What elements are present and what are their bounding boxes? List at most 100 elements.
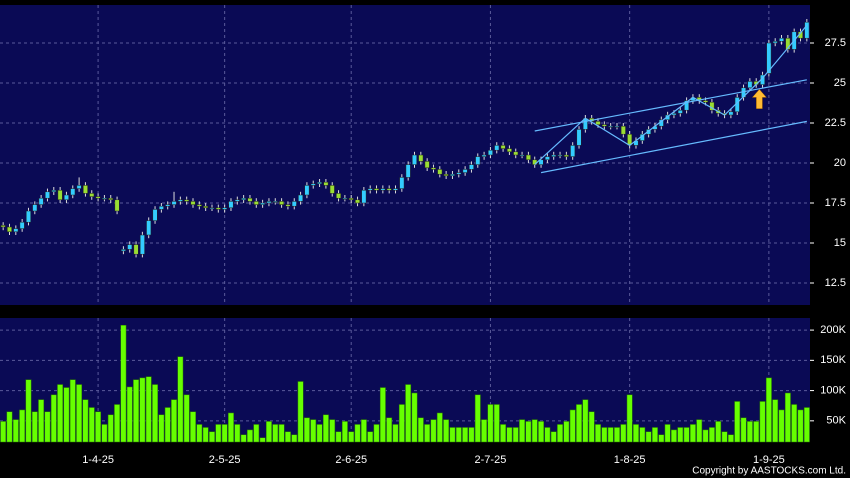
volume-bar [721,431,728,443]
candle-body [317,181,323,185]
volume-bar [462,427,469,443]
volume-bar [576,404,582,443]
candle-body [393,188,398,191]
volume-bar [82,399,89,443]
candle-body [506,148,512,153]
volume-bar [145,376,152,443]
candle-body [772,41,778,44]
x-tick-label: 2-5-25 [209,454,241,466]
volume-bar [114,404,120,443]
candle-body [563,154,569,157]
candle-body [405,164,411,178]
candle-body [310,183,316,186]
candle-body [475,156,481,165]
candle-body [487,149,493,156]
volume-bar [190,411,196,443]
volume-bar [367,431,374,443]
volume-bar [50,394,57,443]
volume-bar [493,404,500,443]
volume-bar [297,381,304,443]
trend-line [534,25,808,166]
candle-body [551,154,557,157]
volume-bar [44,411,51,443]
candle-body [766,42,772,74]
volume-bar [569,409,576,443]
volume-bar [430,419,437,443]
volume-bar [411,392,418,443]
candle-body [0,225,6,228]
candle-body [449,173,455,177]
candle-body [336,193,342,199]
candle-body [177,199,183,202]
volume-bar [417,417,424,443]
volume-bar [740,417,747,443]
volume-bar [196,424,203,443]
volume-bar [481,419,488,443]
volume-bar [171,399,177,443]
volume-bar [31,411,38,443]
y-tick-label: 15 [834,237,846,249]
candle-body [63,194,69,201]
candle-body [399,177,405,189]
volume-bar [784,392,791,443]
volume-bar [512,427,519,443]
candle-body [538,159,544,165]
volume-bar [392,424,399,443]
volume-bar [468,427,475,443]
candle-body [108,197,114,201]
candle-body [601,124,607,127]
candle-body [304,185,310,196]
candle-body [361,189,367,204]
candle-body [222,207,228,210]
volume-bar [285,431,291,443]
volume-bar [152,384,158,443]
candle-body [114,199,120,212]
volume-bar [139,377,146,443]
candle-body [374,188,379,191]
candle-body [139,234,145,255]
candle-body [677,109,683,114]
volume-bar [557,424,563,443]
volume-bar [266,421,272,443]
volume-bar [177,356,184,443]
volume-bar [221,424,228,443]
candle-body [684,100,690,111]
candle-body [247,197,253,202]
y2-tick-label: 200K [820,324,846,336]
volume-bar [455,427,462,443]
volume-bar [63,387,70,443]
candle-body [595,121,601,125]
candle-body [38,197,44,205]
volume-bar [373,424,380,443]
volume-bar [335,431,342,443]
candle-body [747,81,753,89]
volume-bar [658,434,665,443]
candle-body [494,145,500,151]
volume-bar [544,427,551,443]
volume-bar [487,404,494,443]
candle-body [26,210,31,223]
volume-bar [525,421,532,443]
candle-body [209,207,215,210]
volume-bar [683,427,690,443]
volume-bar [639,427,646,443]
volume-bar [778,409,785,443]
y-tick-label: 12.5 [825,277,846,289]
volume-bar [550,431,557,443]
volume-bar [531,419,538,443]
candle-body [342,197,348,200]
candle-body [95,196,101,199]
volume-bar [746,421,753,443]
y2-tick-label: 100K [820,384,846,396]
volume-bar [696,419,703,443]
y2-tick-label: 150K [820,354,846,366]
candle-body [412,154,417,165]
volume-bar [38,399,45,443]
candle-body [165,204,171,207]
candle-body [266,201,272,204]
candle-body [443,173,449,177]
volume-bar [791,404,798,443]
volume-bar [259,437,266,443]
candle-body [82,185,88,194]
